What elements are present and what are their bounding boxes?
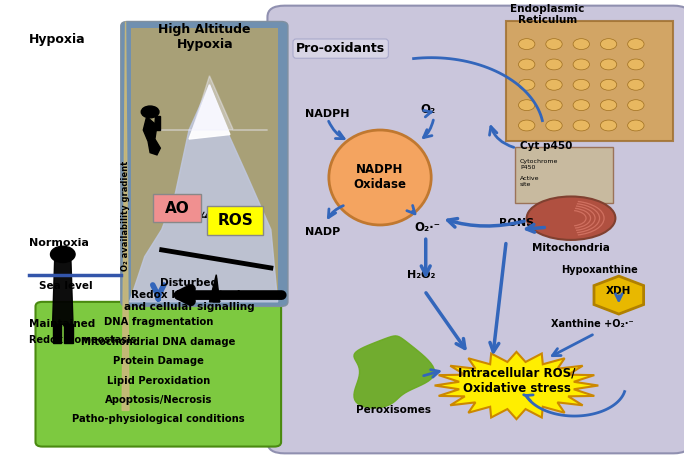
Circle shape <box>600 80 616 90</box>
Text: O₂: O₂ <box>420 103 436 116</box>
Text: Endoplasmic
Reticulum: Endoplasmic Reticulum <box>510 4 584 26</box>
Text: Maintained: Maintained <box>29 319 95 329</box>
Bar <box>131 28 277 300</box>
Circle shape <box>627 80 644 90</box>
Text: Sea level: Sea level <box>39 281 92 291</box>
Circle shape <box>600 59 616 70</box>
Circle shape <box>600 100 616 111</box>
Text: Mitochondrial DNA damage: Mitochondrial DNA damage <box>81 337 236 347</box>
Circle shape <box>519 120 535 131</box>
Circle shape <box>546 120 562 131</box>
Polygon shape <box>154 117 160 130</box>
Text: Normoxia: Normoxia <box>29 238 88 248</box>
Text: NADPH
Oxidase: NADPH Oxidase <box>353 164 406 191</box>
Text: Hypoxanthine: Hypoxanthine <box>561 265 638 275</box>
FancyBboxPatch shape <box>267 5 685 453</box>
Circle shape <box>600 39 616 49</box>
Polygon shape <box>434 352 598 419</box>
Text: DNA fragmentation: DNA fragmentation <box>103 317 213 327</box>
Circle shape <box>573 59 590 70</box>
Circle shape <box>627 39 644 49</box>
Text: Hypoxia: Hypoxia <box>29 33 86 46</box>
Circle shape <box>627 100 644 111</box>
FancyBboxPatch shape <box>121 21 288 306</box>
Text: High Altitude
Hypoxia: High Altitude Hypoxia <box>158 23 251 51</box>
Text: Pro-oxidants: Pro-oxidants <box>296 42 385 55</box>
Text: Xanthine +O₂·⁻: Xanthine +O₂·⁻ <box>551 319 633 329</box>
Text: NADPH: NADPH <box>305 109 349 119</box>
Circle shape <box>51 246 75 262</box>
Circle shape <box>573 80 590 90</box>
Circle shape <box>546 59 562 70</box>
Polygon shape <box>53 324 62 343</box>
Circle shape <box>546 39 562 49</box>
Polygon shape <box>158 76 267 130</box>
Polygon shape <box>213 288 220 302</box>
Text: Protein Damage: Protein Damage <box>113 356 203 366</box>
Polygon shape <box>354 336 434 408</box>
Text: H₂O₂: H₂O₂ <box>407 270 435 280</box>
Circle shape <box>546 100 562 111</box>
Circle shape <box>141 106 159 118</box>
Text: Cytochrome
P450

Active
site: Cytochrome P450 Active site <box>520 159 558 187</box>
Polygon shape <box>143 117 160 155</box>
Circle shape <box>573 100 590 111</box>
Circle shape <box>573 39 590 49</box>
Text: AO: AO <box>164 201 190 216</box>
FancyBboxPatch shape <box>153 194 201 222</box>
FancyBboxPatch shape <box>515 147 613 203</box>
Text: Apoptosis/Necrosis: Apoptosis/Necrosis <box>105 395 212 405</box>
Circle shape <box>519 39 535 49</box>
Polygon shape <box>53 261 73 324</box>
Text: Mitochondria: Mitochondria <box>532 243 610 253</box>
Text: NADP: NADP <box>305 227 340 237</box>
Polygon shape <box>129 85 277 302</box>
Text: Cyt p450: Cyt p450 <box>520 141 572 151</box>
Circle shape <box>600 120 616 131</box>
Text: Disturbed
Redox Homeostasis
and cellular signalling: Disturbed Redox Homeostasis and cellular… <box>124 278 254 312</box>
Circle shape <box>627 120 644 131</box>
Text: XDH: XDH <box>606 286 632 296</box>
Polygon shape <box>594 276 644 314</box>
Circle shape <box>546 80 562 90</box>
Circle shape <box>519 59 535 70</box>
FancyBboxPatch shape <box>506 21 673 141</box>
Text: O₂·⁻: O₂·⁻ <box>415 221 440 234</box>
Text: O₂ availability gradient: O₂ availability gradient <box>121 161 130 271</box>
Circle shape <box>573 120 590 131</box>
Text: Peroxisomes: Peroxisomes <box>356 405 431 415</box>
Text: Lipid Peroxidation: Lipid Peroxidation <box>107 376 210 386</box>
Circle shape <box>519 100 535 111</box>
Polygon shape <box>64 324 73 343</box>
Polygon shape <box>210 275 220 302</box>
Polygon shape <box>189 85 230 139</box>
Text: ROS: ROS <box>217 213 253 228</box>
Circle shape <box>627 59 644 70</box>
Ellipse shape <box>329 130 431 225</box>
Polygon shape <box>122 21 129 410</box>
FancyBboxPatch shape <box>208 207 262 235</box>
Text: Patho-physiological conditions: Patho-physiological conditions <box>72 414 245 425</box>
Text: Redox Homeostasis: Redox Homeostasis <box>29 335 136 345</box>
Text: RONS: RONS <box>499 218 534 228</box>
FancyBboxPatch shape <box>36 302 281 446</box>
Ellipse shape <box>527 197 615 240</box>
Circle shape <box>519 80 535 90</box>
Text: Intracellular ROS/
Oxidative stress: Intracellular ROS/ Oxidative stress <box>458 367 575 395</box>
